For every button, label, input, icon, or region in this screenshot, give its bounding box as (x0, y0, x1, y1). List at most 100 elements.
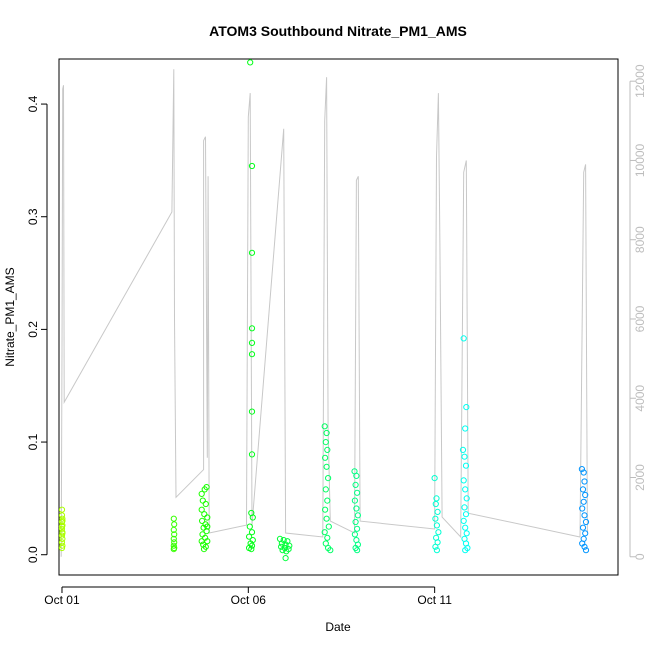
data-point (248, 451, 256, 458)
data-point (435, 529, 442, 536)
data-point (200, 524, 207, 531)
data-point (322, 439, 329, 446)
data-point (433, 547, 440, 554)
data-point (462, 511, 470, 518)
x-axis: Oct 01 Oct 06 Oct 11 (44, 586, 452, 607)
data-point (578, 466, 586, 473)
data-point (59, 530, 66, 537)
x-tick-label: Oct 01 (44, 593, 80, 607)
data-point (58, 544, 66, 552)
data-point (581, 478, 588, 485)
data-point (203, 528, 210, 535)
data-point (354, 489, 361, 496)
data-point (248, 162, 256, 170)
data-point (582, 530, 589, 537)
data-point (353, 505, 360, 512)
data-point (432, 515, 439, 522)
data-point (170, 542, 177, 549)
data-point (462, 425, 469, 432)
data-point (321, 423, 328, 430)
data-point (248, 351, 256, 358)
data-point (325, 475, 332, 482)
data-point (580, 469, 587, 476)
data-point (460, 477, 467, 484)
data-point (248, 529, 256, 536)
left-y-tick-label: 0.4 (26, 95, 40, 112)
data-point (279, 547, 286, 554)
data-point (460, 335, 467, 342)
data-point (283, 548, 290, 555)
right-y-tick-label: 8000 (633, 226, 647, 253)
data-point (324, 534, 331, 541)
data-point (170, 535, 177, 543)
data-point (58, 532, 66, 539)
data-point (462, 547, 469, 554)
y-axis-label: Nitrate_PM1_AMS (3, 267, 17, 366)
data-point (324, 497, 331, 504)
right-y-tick-label: 0 (633, 553, 647, 560)
data-point (322, 454, 329, 461)
data-point (198, 490, 205, 497)
data-point (352, 518, 359, 526)
data-point (322, 506, 329, 513)
data-point (199, 497, 206, 504)
data-point (282, 555, 289, 562)
data-point (324, 446, 331, 453)
primary-series (58, 59, 590, 562)
data-point (278, 540, 285, 547)
x-tick-label: Oct 11 (417, 593, 452, 607)
data-point (580, 498, 587, 505)
left-y-tick-label: 0.2 (26, 321, 40, 338)
data-point (463, 404, 470, 411)
data-point (579, 524, 587, 531)
data-point (323, 515, 330, 522)
data-point (198, 506, 205, 513)
data-point (278, 543, 285, 550)
data-point (248, 546, 255, 553)
right-y-tick-label: 12000 (633, 64, 647, 98)
data-point (327, 547, 334, 554)
right-y-axis: 0 2000 4000 6000 8000 10000 12000 (629, 64, 647, 560)
data-point (247, 59, 254, 66)
x-axis-label: Date (325, 620, 351, 634)
data-point (198, 538, 205, 545)
data-point (203, 484, 210, 491)
data-point (460, 517, 467, 525)
left-y-tick-label: 0.3 (26, 208, 40, 225)
data-point (351, 531, 358, 538)
x-tick-label: Oct 06 (231, 593, 267, 607)
data-point (58, 506, 66, 513)
data-point (248, 325, 256, 332)
data-point (322, 486, 329, 493)
data-point (249, 514, 256, 521)
data-point (200, 546, 208, 553)
data-point (351, 497, 358, 504)
right-y-tick-label: 6000 (633, 305, 647, 332)
data-point (582, 547, 590, 554)
data-point (202, 500, 209, 508)
data-point (431, 475, 438, 482)
chart-title: ATOM3 Southbound Nitrate_PM1_AMS (209, 23, 467, 39)
data-point (581, 543, 588, 550)
data-point (321, 529, 328, 536)
data-point (323, 429, 330, 437)
data-point (58, 523, 66, 530)
data-point (463, 495, 470, 502)
data-point (579, 505, 586, 512)
left-y-tick-label: 0.0 (26, 546, 40, 563)
right-y-tick-label: 10000 (633, 143, 647, 177)
data-point (171, 521, 178, 528)
data-point (248, 339, 256, 346)
data-point (170, 526, 177, 534)
data-point (59, 517, 66, 525)
data-point (352, 481, 359, 488)
data-point (170, 515, 177, 522)
data-point (581, 512, 588, 519)
data-point (354, 512, 361, 519)
data-point (461, 504, 468, 511)
data-point (246, 533, 253, 540)
data-point (463, 530, 470, 537)
data-point (199, 517, 206, 525)
data-point (579, 486, 587, 493)
